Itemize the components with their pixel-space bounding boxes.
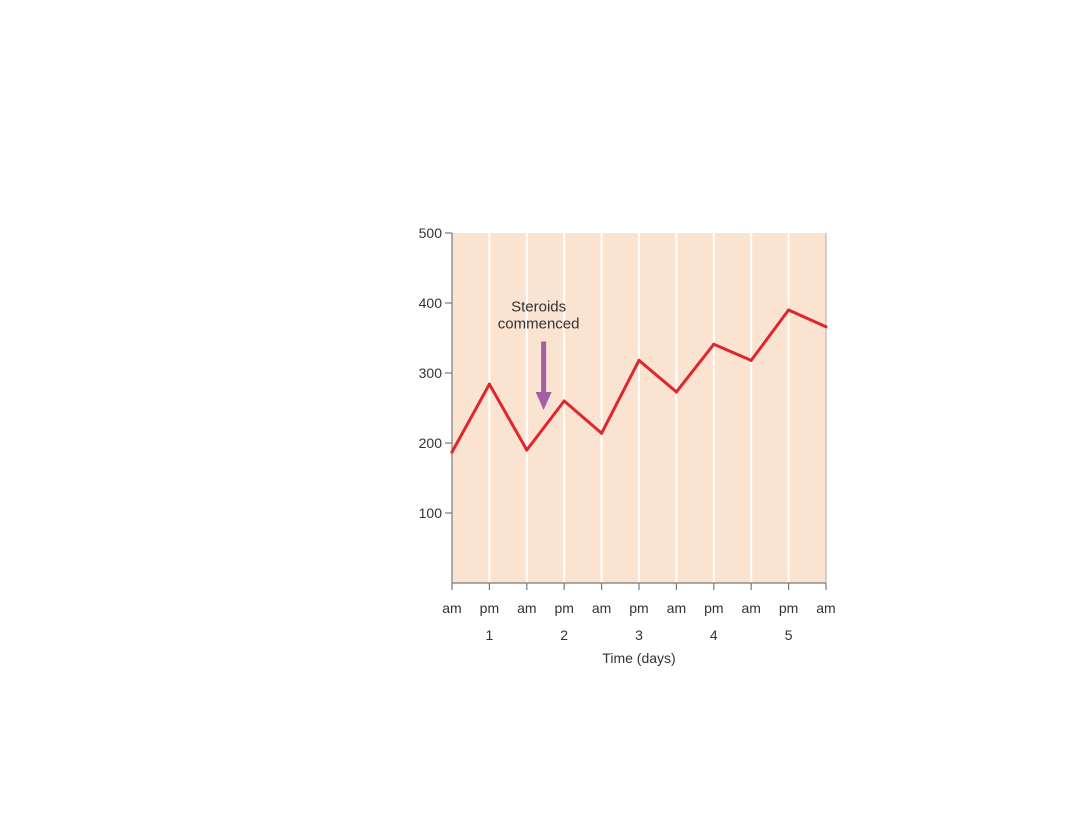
- series-line-segment: [562, 399, 604, 435]
- day-label: 2: [560, 627, 568, 643]
- x-tick-label: am: [592, 600, 611, 616]
- y-tick-label: 300: [419, 365, 443, 381]
- day-label: 3: [635, 627, 643, 643]
- x-tick-label: pm: [480, 600, 499, 616]
- x-tick-label: am: [667, 600, 686, 616]
- x-tick-label: am: [816, 600, 835, 616]
- y-tick-label: 400: [419, 295, 443, 311]
- day-label: 1: [486, 627, 494, 643]
- y-tick-label: 100: [419, 505, 443, 521]
- x-tick-label: pm: [629, 600, 648, 616]
- x-tick-label: pm: [779, 600, 798, 616]
- x-tick-label: pm: [704, 600, 723, 616]
- series-line-segment: [487, 382, 529, 452]
- series-line-segment: [749, 308, 791, 362]
- annotation-arrow-head: [535, 392, 552, 410]
- data-point: [749, 358, 753, 362]
- x-axis-title: Time (days): [602, 650, 675, 666]
- annotation-text: commenced: [498, 316, 580, 333]
- data-point: [787, 308, 791, 312]
- x-tick-label: am: [517, 600, 536, 616]
- data-point: [487, 382, 491, 386]
- series-line-segment: [787, 308, 828, 329]
- data-point: [637, 358, 641, 362]
- data-point: [600, 431, 604, 435]
- y-tick-label: 200: [419, 435, 443, 451]
- day-label: 4: [710, 627, 718, 643]
- series-line-segment: [600, 358, 641, 435]
- axes: [445, 232, 827, 590]
- day-label: 5: [785, 627, 793, 643]
- series-line-segment: [450, 382, 491, 454]
- series-line-segment: [637, 358, 678, 394]
- y-tick-label: 500: [419, 225, 443, 241]
- data-point: [674, 390, 678, 394]
- vertical-gridlines: [488, 233, 790, 583]
- series-line-segment: [712, 342, 753, 362]
- series-line-segment: [525, 399, 566, 452]
- data-point: [525, 448, 529, 452]
- data-point: [824, 325, 828, 329]
- data-point: [450, 450, 454, 454]
- data-series: [450, 308, 828, 454]
- x-tick-label: pm: [554, 600, 573, 616]
- x-tick-label: am: [442, 600, 461, 616]
- data-point: [562, 399, 566, 403]
- annotation-text: Steroids: [511, 299, 566, 316]
- tick-labels: 100 200 300 400 500 am pm am pm am pm am pm am pm am 1 2 3…: [419, 225, 836, 666]
- x-tick-label: am: [741, 600, 760, 616]
- series-line-segment: [674, 342, 716, 394]
- data-point: [712, 342, 716, 346]
